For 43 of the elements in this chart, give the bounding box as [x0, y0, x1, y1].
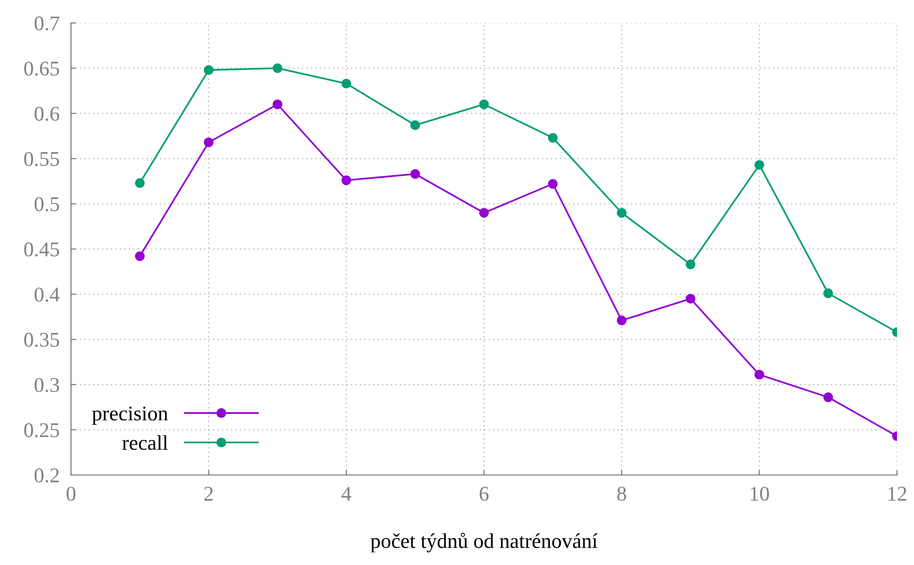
y-tick-label: 0.5: [34, 197, 60, 212]
x-tick-label: 12: [888, 486, 906, 501]
y-tick-label: 0.6: [34, 106, 60, 121]
point: [272, 63, 282, 74]
legend-label: precision: [92, 406, 168, 425]
point: [479, 100, 489, 110]
y-tick-label: 0.2: [34, 468, 59, 483]
point: [341, 78, 352, 88]
point: [479, 208, 489, 218]
point: [410, 169, 420, 179]
y-tick-label: 0.55: [24, 152, 60, 166]
y-tick-label: 0.65: [24, 62, 60, 76]
x-tick-label: 6: [480, 486, 489, 501]
y-tick-label: 0.45: [24, 242, 60, 257]
point: [686, 294, 696, 304]
point: [686, 260, 696, 270]
x-tick-label: 4: [342, 486, 352, 501]
y-tick-label: 0.25: [24, 423, 60, 438]
point: [616, 208, 627, 218]
x-tick-label: 2: [204, 486, 213, 501]
point: [134, 178, 145, 188]
y-tick-label: 0.35: [24, 332, 60, 347]
x-tick-label: 8: [617, 486, 626, 501]
point: [823, 288, 834, 298]
legend-label: recall: [122, 435, 168, 450]
point: [134, 251, 145, 262]
point: [272, 100, 282, 110]
y-tick-label: 0.7: [34, 16, 60, 31]
x-tick-label: 0: [66, 486, 76, 501]
point: [341, 175, 352, 186]
y-tick-label: 0.3: [34, 378, 60, 392]
point: [410, 120, 420, 130]
point: [548, 132, 558, 143]
point: [204, 65, 214, 75]
point: [754, 160, 764, 170]
point: [616, 316, 627, 326]
point: [548, 179, 558, 189]
x-tick-label: 10: [750, 486, 769, 501]
point: [754, 370, 764, 380]
y-tick-label: 0.4: [34, 288, 60, 302]
point: [823, 392, 834, 402]
x-axis-title: počet týdnů od natrénování: [370, 532, 598, 552]
point: [204, 137, 214, 148]
